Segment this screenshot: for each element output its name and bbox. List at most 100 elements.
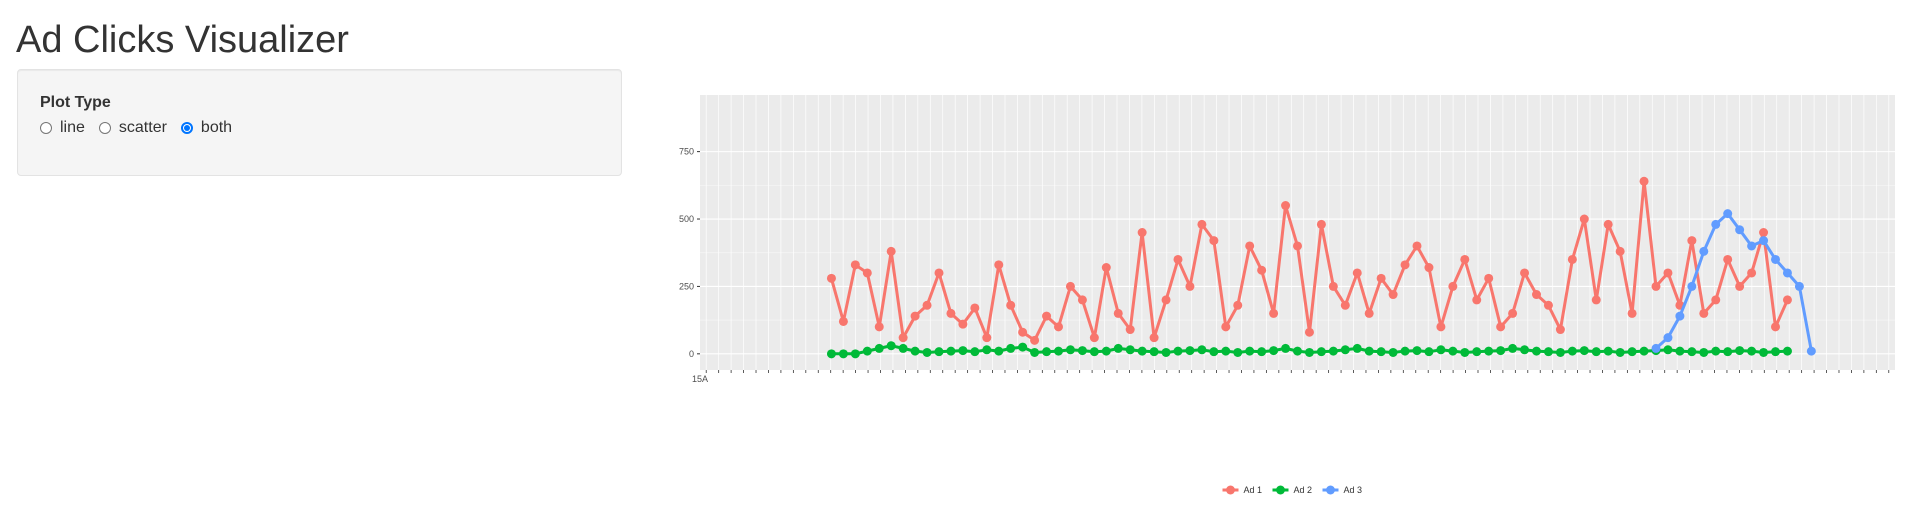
data-point [1651,281,1661,291]
data-point [874,322,884,332]
data-point [898,333,908,343]
data-point [1412,241,1422,251]
data-point [1245,241,1255,251]
data-point [1304,327,1314,337]
data-point [1782,346,1792,356]
data-point [1161,295,1171,305]
data-point [1735,346,1745,356]
data-point [1065,281,1075,291]
data-point [1794,281,1804,291]
data-point [1197,219,1207,229]
data-point [1771,322,1780,332]
data-point [1388,290,1398,300]
data-point [982,333,992,343]
data-point [1221,346,1231,356]
data-point [862,268,872,278]
data-point [1137,346,1147,356]
data-point [1735,225,1745,235]
data-point [1747,346,1757,356]
data-point [1077,346,1087,356]
data-point [1328,281,1338,291]
data-point [1472,347,1482,357]
data-point [1627,308,1637,318]
data-point [1436,322,1446,332]
data-point [970,303,980,313]
data-point [1723,254,1733,264]
data-point [1281,201,1291,211]
data-point [1460,347,1470,357]
radio-option-line[interactable]: line [40,119,85,137]
data-point [1376,273,1386,283]
data-point [1711,346,1721,356]
data-point [1125,325,1135,335]
radio-button-line[interactable] [40,122,52,134]
data-point [946,346,956,356]
data-point [1293,241,1302,251]
data-point [958,346,968,356]
data-point [1030,335,1040,345]
data-point [1364,308,1374,318]
data-point [1042,347,1052,357]
data-point [934,268,944,278]
data-point [1101,263,1111,273]
plot-type-radio-group: line scatter both [40,119,246,137]
data-point [1412,346,1422,356]
data-point [1699,308,1709,318]
data-point [1591,295,1601,305]
data-point [1149,333,1159,343]
radio-button-both[interactable] [180,122,193,134]
data-point [1137,228,1147,237]
data-point [1555,325,1565,335]
legend-label: Ad 1 [1244,485,1263,495]
data-point [898,343,908,353]
radio-label-line: line [60,119,85,136]
data-point [1782,295,1792,305]
data-point [1603,346,1613,356]
radio-option-scatter[interactable]: scatter [98,119,167,137]
data-point [922,347,932,357]
data-point [1615,347,1625,357]
data-point [886,341,896,351]
data-point [1030,347,1040,357]
data-point [1508,308,1518,318]
data-point [1400,260,1410,270]
data-point [1699,246,1709,256]
data-point [1627,347,1637,357]
data-point [1257,265,1267,275]
data-point [1555,347,1565,357]
data-point [1328,346,1338,356]
x-tick-label-first: 15A [692,374,708,384]
data-point [1579,346,1589,356]
data-point [1782,268,1792,278]
data-point [1759,236,1769,246]
radio-button-scatter[interactable] [98,122,111,134]
data-point [838,316,848,326]
data-point [1460,254,1470,264]
data-point [1364,346,1374,356]
data-point [1293,346,1302,356]
data-point [826,349,836,359]
data-point [1089,347,1099,357]
data-point [1018,342,1028,352]
data-point [1257,347,1267,357]
data-point [982,345,992,355]
radio-option-both[interactable]: both [180,119,233,137]
data-point [1340,345,1350,355]
data-point [1185,346,1195,356]
legend-key-point [1326,485,1335,495]
ad-clicks-plot: 0 250 500 750 15A Ad 1 Ad 2 Ad 3 [679,95,1895,495]
data-point [1484,273,1494,283]
data-point [1209,347,1219,357]
data-point [958,319,968,329]
data-point [1711,219,1721,229]
data-point [886,246,896,256]
data-point [1018,327,1028,337]
data-point [1496,346,1506,356]
radio-label-both: both [200,119,233,136]
data-point [1687,347,1697,357]
data-point [1233,347,1243,357]
data-point [1472,295,1482,305]
data-point [1687,236,1697,246]
data-point [1508,343,1518,353]
radio-label-scatter: scatter [118,119,167,136]
